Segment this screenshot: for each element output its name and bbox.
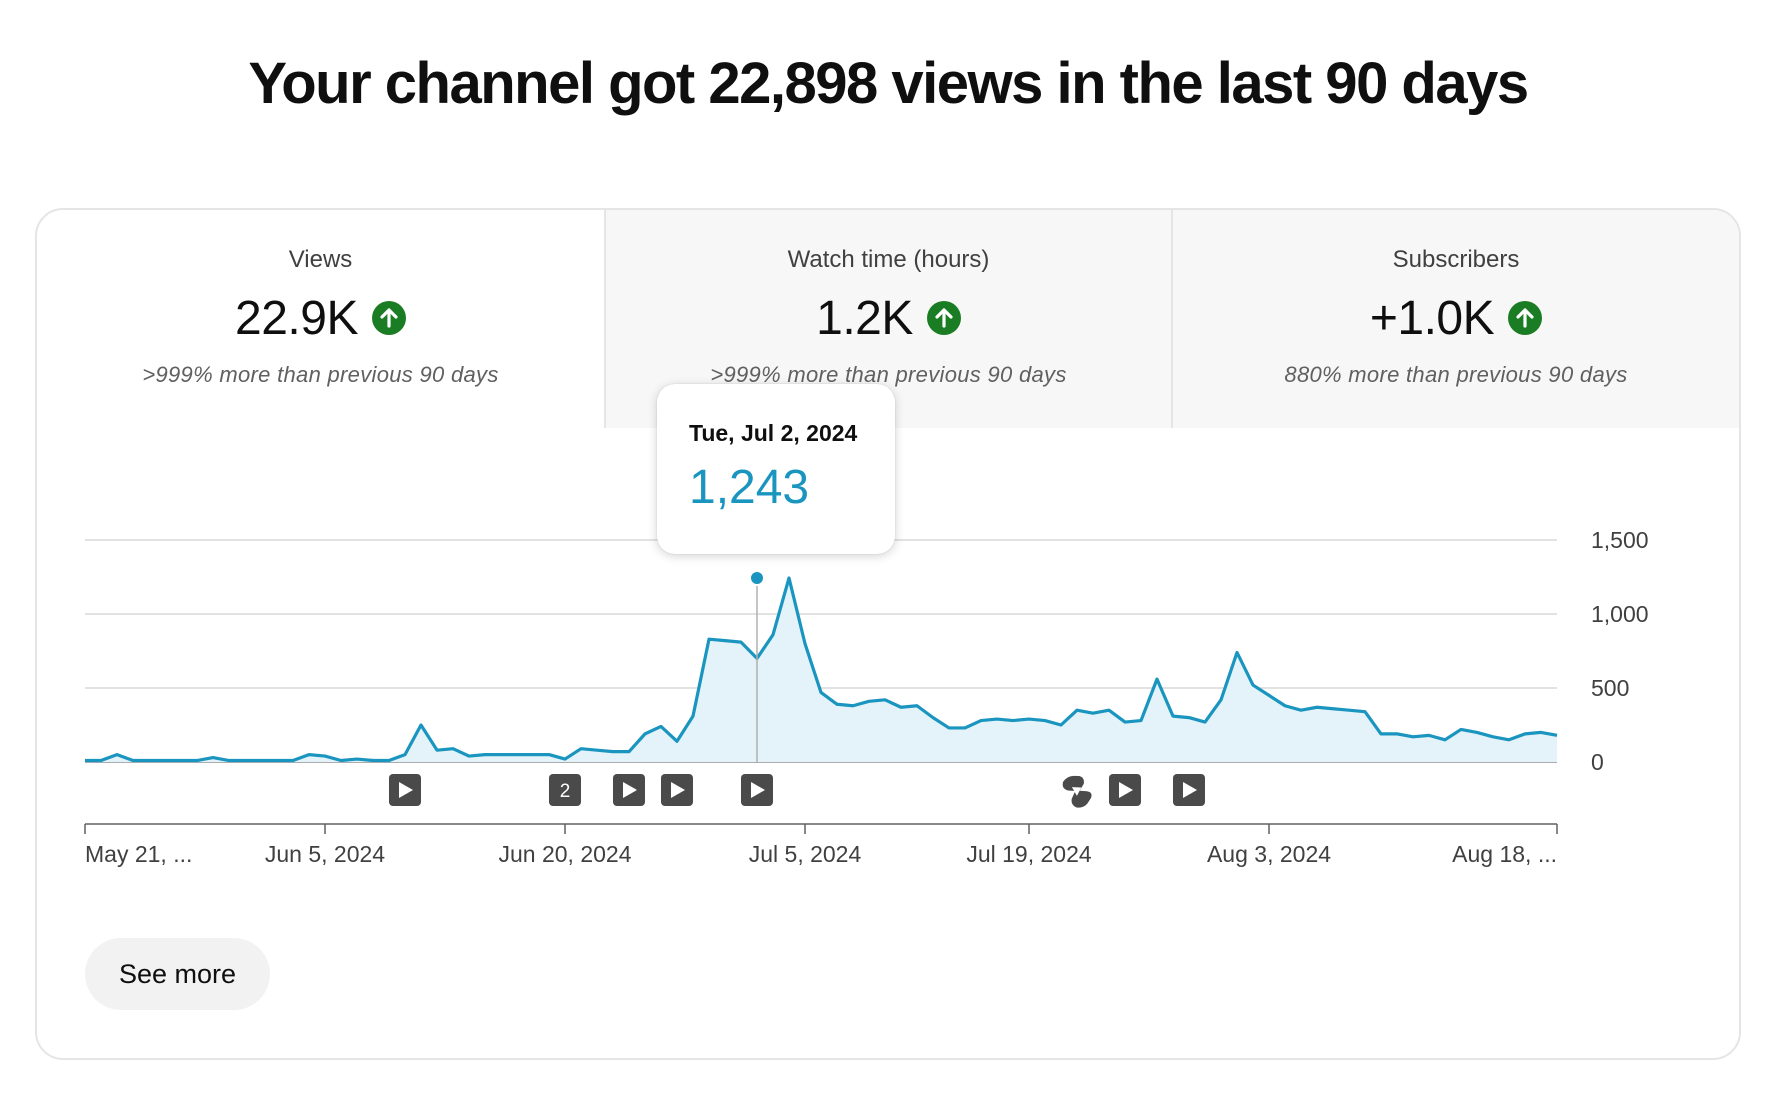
tab-label: Subscribers: [1392, 246, 1520, 273]
x-tick-label: Jun 5, 2024: [265, 841, 385, 867]
play-icon: [623, 782, 637, 798]
tab-comparison: 880% more than previous 90 days: [1284, 362, 1628, 387]
tab-subscribers[interactable]: Subscribers +1.0K 880% more than previou…: [1171, 210, 1739, 428]
tab-label: Views: [288, 246, 353, 273]
play-icon: [751, 782, 765, 798]
tab-comparison: >999% more than previous 90 days: [710, 362, 1067, 387]
x-tick-label: Jun 20, 2024: [498, 841, 631, 867]
tooltip-value: 1,243: [689, 461, 810, 514]
views-line: [85, 576, 1558, 763]
video-count-label: 2: [560, 781, 571, 802]
y-tick-label: 1,500: [1591, 527, 1649, 553]
play-icon: [671, 782, 685, 798]
views-chart[interactable]: 1,500 1,000 500 0 2 May 21, ... Jun 5, 2024 Jun…: [37, 210, 1739, 1060]
tab-value: 1.2K: [816, 291, 913, 345]
metric-tabs: Views 22.9K >999% more than previous 90 …: [37, 210, 1739, 428]
x-tick-label: May 21, ...: [85, 841, 192, 867]
tab-value: +1.0K: [1369, 291, 1495, 345]
views-area: [85, 578, 1557, 762]
arrow-up-icon: [1508, 301, 1543, 335]
y-tick-label: 1,000: [1591, 601, 1649, 627]
x-tick-label: Aug 3, 2024: [1207, 841, 1331, 867]
tab-value: 22.9K: [235, 291, 358, 345]
y-tick-label: 0: [1591, 749, 1604, 775]
video-count-marker[interactable]: [549, 774, 581, 806]
play-icon: [1183, 782, 1197, 798]
tab-comparison: >999% more than previous 90 days: [142, 362, 499, 387]
tab-views[interactable]: Views 22.9K >999% more than previous 90 …: [37, 210, 604, 428]
tooltip-date: Tue, Jul 2, 2024: [689, 420, 858, 446]
play-icon: [399, 782, 413, 798]
x-tick-label: Aug 18, ...: [1452, 841, 1557, 867]
tab-value-row: 1.2K: [606, 288, 1171, 348]
shorts-icon[interactable]: [1060, 771, 1096, 811]
see-more-button[interactable]: See more: [85, 938, 270, 1010]
arrow-up-icon: [371, 301, 406, 335]
arrow-up-icon: [926, 301, 961, 335]
tab-label: Watch time (hours): [787, 246, 990, 273]
tab-value-row: 22.9K: [37, 288, 604, 348]
y-tick-label: 500: [1591, 675, 1629, 701]
chart-tooltip: Tue, Jul 2, 2024 1,243: [657, 384, 895, 554]
x-tick-label: Jul 5, 2024: [749, 841, 862, 867]
play-icon: [1119, 782, 1133, 798]
tab-value-row: +1.0K: [1173, 288, 1739, 348]
x-tick-label: Jul 19, 2024: [966, 841, 1092, 867]
analytics-card: Views 22.9K >999% more than previous 90 …: [35, 208, 1741, 1060]
page-headline: Your channel got 22,898 views in the las…: [248, 51, 1529, 116]
highlight-point: [749, 570, 765, 587]
